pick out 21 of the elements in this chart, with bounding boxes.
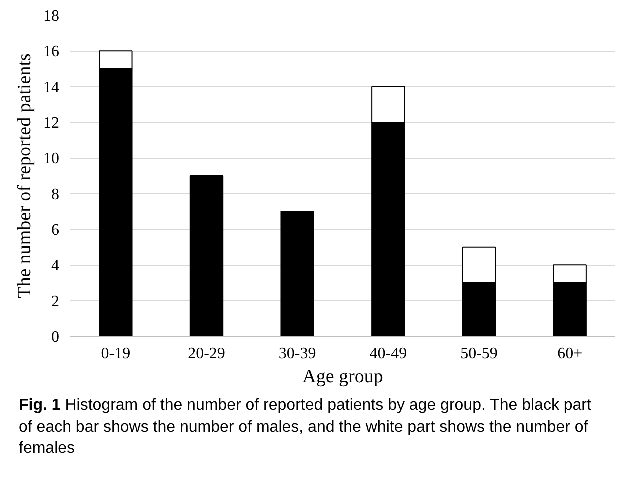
caption: Fig. 1 Histogram of the number of reported patients by age group. The black part of each bar shows the number of males, and the white part shows the number of females xyxy=(19,396,592,460)
y-tick-label: 4 xyxy=(52,258,60,275)
y-tick-label: 6 xyxy=(52,222,60,239)
y-tick-label: 8 xyxy=(52,186,60,204)
x-tick-label: 30-39 xyxy=(278,346,316,362)
y-tick-label: 16 xyxy=(44,44,60,61)
x-tick-label: 40-49 xyxy=(370,346,408,362)
y-tick-label: 12 xyxy=(44,115,60,132)
y-tick-label: 18 xyxy=(44,8,60,25)
x-tick-label: 0-19 xyxy=(101,346,131,362)
y-tick-label: 10 xyxy=(44,150,60,168)
y-tick-label: 14 xyxy=(44,79,60,96)
y-tick-label: 0 xyxy=(52,329,60,346)
x-tick-label: 50-59 xyxy=(460,346,498,362)
bar xyxy=(190,176,224,336)
y-axis-title: The number of reported patients xyxy=(14,54,36,298)
bar xyxy=(280,211,314,336)
x-axis-title: Age group xyxy=(302,366,384,388)
x-tick-label: 60+ xyxy=(558,346,583,362)
x-tick-label: 20-29 xyxy=(188,346,226,362)
y-tick-label: 2 xyxy=(52,293,60,310)
